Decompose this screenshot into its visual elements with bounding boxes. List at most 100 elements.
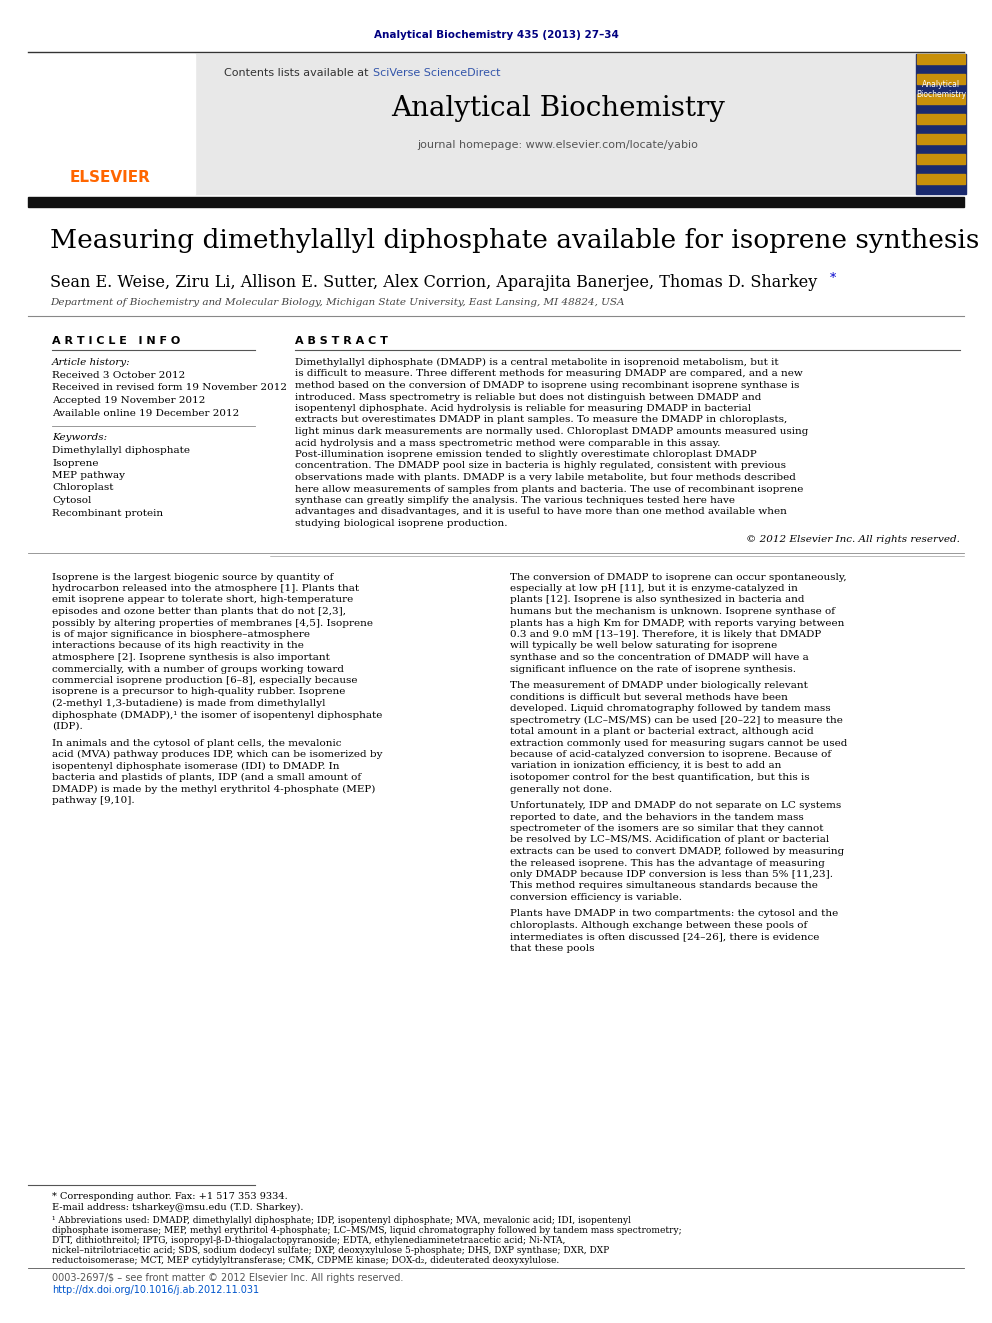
- Text: only DMADP because IDP conversion is less than 5% [11,23].: only DMADP because IDP conversion is les…: [510, 871, 833, 878]
- Text: DTT, dithiothreitol; IPTG, isopropyl-β-D-thiogalactopyranoside; EDTA, ethylenedi: DTT, dithiothreitol; IPTG, isopropyl-β-D…: [52, 1236, 565, 1245]
- Text: acid hydrolysis and a mass spectrometric method were comparable in this assay.: acid hydrolysis and a mass spectrometric…: [295, 438, 720, 447]
- Bar: [917, 54, 965, 64]
- Text: http://dx.doi.org/10.1016/j.ab.2012.11.031: http://dx.doi.org/10.1016/j.ab.2012.11.0…: [52, 1285, 259, 1295]
- Text: Analytical
Biochemistry: Analytical Biochemistry: [916, 79, 966, 99]
- Text: Analytical Biochemistry: Analytical Biochemistry: [391, 95, 725, 122]
- Text: spectrometry (LC–MS/MS) can be used [20–22] to measure the: spectrometry (LC–MS/MS) can be used [20–…: [510, 716, 843, 725]
- Text: (IDP).: (IDP).: [52, 722, 82, 732]
- Text: developed. Liquid chromatography followed by tandem mass: developed. Liquid chromatography followe…: [510, 704, 830, 713]
- Text: * Corresponding author. Fax: +1 517 353 9334.: * Corresponding author. Fax: +1 517 353 …: [52, 1192, 288, 1201]
- Text: bacteria and plastids of plants, IDP (and a small amount of: bacteria and plastids of plants, IDP (an…: [52, 773, 361, 782]
- Text: Dimethylallyl diphosphate (DMADP) is a central metabolite in isoprenoid metaboli: Dimethylallyl diphosphate (DMADP) is a c…: [295, 359, 779, 366]
- Text: Department of Biochemistry and Molecular Biology, Michigan State University, Eas: Department of Biochemistry and Molecular…: [50, 298, 625, 307]
- Text: This method requires simultaneous standards because the: This method requires simultaneous standa…: [510, 881, 817, 890]
- Text: Isoprene is the largest biogenic source by quantity of: Isoprene is the largest biogenic source …: [52, 573, 333, 582]
- Text: diphosphate (DMADP),¹ the isomer of isopentenyl diphosphate: diphosphate (DMADP),¹ the isomer of isop…: [52, 710, 382, 720]
- Text: atmosphere [2]. Isoprene synthesis is also important: atmosphere [2]. Isoprene synthesis is al…: [52, 654, 330, 662]
- Text: (2-methyl 1,3-butadiene) is made from dimethylallyl: (2-methyl 1,3-butadiene) is made from di…: [52, 699, 325, 708]
- Text: intermediates is often discussed [24–26], there is evidence: intermediates is often discussed [24–26]…: [510, 933, 819, 942]
- Text: The conversion of DMADP to isoprene can occur spontaneously,: The conversion of DMADP to isoprene can …: [510, 573, 846, 582]
- Text: Contents lists available at: Contents lists available at: [224, 67, 372, 78]
- Text: be resolved by LC–MS/MS. Acidification of plant or bacterial: be resolved by LC–MS/MS. Acidification o…: [510, 836, 829, 844]
- Text: In animals and the cytosol of plant cells, the mevalonic: In animals and the cytosol of plant cell…: [52, 738, 341, 747]
- Text: isoprene is a precursor to high-quality rubber. Isoprene: isoprene is a precursor to high-quality …: [52, 688, 345, 696]
- Text: that these pools: that these pools: [510, 945, 594, 953]
- Bar: [917, 153, 965, 164]
- Text: episodes and ozone better than plants that do not [2,3],: episodes and ozone better than plants th…: [52, 607, 346, 617]
- Text: plants has a high Km for DMADP, with reports varying between: plants has a high Km for DMADP, with rep…: [510, 618, 844, 627]
- Text: E-mail address: tsharkey@msu.edu (T.D. Sharkey).: E-mail address: tsharkey@msu.edu (T.D. S…: [52, 1203, 304, 1212]
- Text: Article history:: Article history:: [52, 359, 131, 366]
- Text: conditions is difficult but several methods have been: conditions is difficult but several meth…: [510, 692, 788, 701]
- Text: especially at low pH [11], but it is enzyme-catalyzed in: especially at low pH [11], but it is enz…: [510, 583, 798, 593]
- Text: is of major significance in biosphere–atmosphere: is of major significance in biosphere–at…: [52, 630, 310, 639]
- Text: introduced. Mass spectrometry is reliable but does not distinguish between DMADP: introduced. Mass spectrometry is reliabl…: [295, 393, 762, 401]
- Bar: [916, 54, 966, 194]
- Text: extracts can be used to convert DMADP, followed by measuring: extracts can be used to convert DMADP, f…: [510, 847, 844, 856]
- Text: total amount in a plant or bacterial extract, although acid: total amount in a plant or bacterial ext…: [510, 728, 813, 736]
- Text: Analytical Biochemistry 435 (2013) 27–34: Analytical Biochemistry 435 (2013) 27–34: [374, 30, 618, 40]
- Text: light minus dark measurements are normally used. Chloroplast DMADP amounts measu: light minus dark measurements are normal…: [295, 427, 808, 437]
- Text: A R T I C L E   I N F O: A R T I C L E I N F O: [52, 336, 181, 347]
- Text: MEP pathway: MEP pathway: [52, 471, 125, 480]
- Text: generally not done.: generally not done.: [510, 785, 612, 794]
- Text: acid (MVA) pathway produces IDP, which can be isomerized by: acid (MVA) pathway produces IDP, which c…: [52, 750, 383, 759]
- Text: 0003-2697/$ – see front matter © 2012 Elsevier Inc. All rights reserved.: 0003-2697/$ – see front matter © 2012 El…: [52, 1273, 404, 1283]
- Text: significant influence on the rate of isoprene synthesis.: significant influence on the rate of iso…: [510, 664, 796, 673]
- Text: nickel–nitrilotriacetic acid; SDS, sodium dodecyl sulfate; DXP, deoxyxylulose 5-: nickel–nitrilotriacetic acid; SDS, sodiu…: [52, 1246, 609, 1256]
- Text: Sean E. Weise, Ziru Li, Allison E. Sutter, Alex Corrion, Aparajita Banerjee, Tho: Sean E. Weise, Ziru Li, Allison E. Sutte…: [50, 274, 817, 291]
- Text: interactions because of its high reactivity in the: interactions because of its high reactiv…: [52, 642, 304, 651]
- Text: the released isoprene. This has the advantage of measuring: the released isoprene. This has the adva…: [510, 859, 825, 868]
- Text: Post-illumination isoprene emission tended to slightly overestimate chloroplast : Post-illumination isoprene emission tend…: [295, 450, 757, 459]
- Text: conversion efficiency is variable.: conversion efficiency is variable.: [510, 893, 682, 902]
- Text: Keywords:: Keywords:: [52, 433, 107, 442]
- Text: spectrometer of the isomers are so similar that they cannot: spectrometer of the isomers are so simil…: [510, 824, 823, 833]
- Bar: [28, 54, 195, 194]
- Text: extraction commonly used for measuring sugars cannot be used: extraction commonly used for measuring s…: [510, 738, 847, 747]
- Text: Recombinant protein: Recombinant protein: [52, 508, 163, 517]
- Text: Plants have DMADP in two compartments: the cytosol and the: Plants have DMADP in two compartments: t…: [510, 909, 838, 918]
- Text: Measuring dimethylallyl diphosphate available for isoprene synthesis: Measuring dimethylallyl diphosphate avai…: [50, 228, 979, 253]
- Bar: [917, 94, 965, 105]
- Text: chloroplasts. Although exchange between these pools of: chloroplasts. Although exchange between …: [510, 921, 807, 930]
- Text: Chloroplast: Chloroplast: [52, 483, 113, 492]
- Text: pathway [9,10].: pathway [9,10].: [52, 796, 135, 804]
- Text: observations made with plants. DMADP is a very labile metabolite, but four metho: observations made with plants. DMADP is …: [295, 474, 796, 482]
- Text: reported to date, and the behaviors in the tandem mass: reported to date, and the behaviors in t…: [510, 812, 804, 822]
- Text: Cytosol: Cytosol: [52, 496, 91, 505]
- Text: extracts but overestimates DMADP in plant samples. To measure the DMADP in chlor: extracts but overestimates DMADP in plan…: [295, 415, 788, 425]
- Text: ¹ Abbreviations used: DMADP, dimethylallyl diphosphate; IDP, isopentenyl diphosp: ¹ Abbreviations used: DMADP, dimethylall…: [52, 1216, 631, 1225]
- Text: plants [12]. Isoprene is also synthesized in bacteria and: plants [12]. Isoprene is also synthesize…: [510, 595, 805, 605]
- Text: here allow measurements of samples from plants and bacteria. The use of recombin: here allow measurements of samples from …: [295, 484, 804, 493]
- Text: DMADP) is made by the methyl erythritol 4-phosphate (MEP): DMADP) is made by the methyl erythritol …: [52, 785, 375, 794]
- Text: A B S T R A C T: A B S T R A C T: [295, 336, 388, 347]
- Text: journal homepage: www.elsevier.com/locate/yabio: journal homepage: www.elsevier.com/locat…: [418, 140, 698, 149]
- Text: is difficult to measure. Three different methods for measuring DMADP are compare: is difficult to measure. Three different…: [295, 369, 803, 378]
- Text: variation in ionization efficiency, it is best to add an: variation in ionization efficiency, it i…: [510, 762, 782, 770]
- Bar: [917, 134, 965, 144]
- Text: method based on the conversion of DMADP to isoprene using recombinant isoprene s: method based on the conversion of DMADP …: [295, 381, 800, 390]
- Text: emit isoprene appear to tolerate short, high-temperature: emit isoprene appear to tolerate short, …: [52, 595, 353, 605]
- Text: © 2012 Elsevier Inc. All rights reserved.: © 2012 Elsevier Inc. All rights reserved…: [746, 534, 960, 544]
- Text: reductoisomerase; MCT, MEP cytidylyltransferase; CMK, CDPME kinase; DOX-d₂, dide: reductoisomerase; MCT, MEP cytidylyltran…: [52, 1256, 559, 1265]
- Text: hydrocarbon released into the atmosphere [1]. Plants that: hydrocarbon released into the atmosphere…: [52, 583, 359, 593]
- Text: Accepted 19 November 2012: Accepted 19 November 2012: [52, 396, 205, 405]
- Text: commercial isoprene production [6–8], especially because: commercial isoprene production [6–8], es…: [52, 676, 357, 685]
- Text: will typically be well below saturating for isoprene: will typically be well below saturating …: [510, 642, 778, 651]
- Text: possibly by altering properties of membranes [4,5]. Isoprene: possibly by altering properties of membr…: [52, 618, 373, 627]
- Text: advantages and disadvantages, and it is useful to have more than one method avai: advantages and disadvantages, and it is …: [295, 508, 787, 516]
- Bar: [917, 175, 965, 184]
- Text: SciVerse ScienceDirect: SciVerse ScienceDirect: [373, 67, 501, 78]
- Bar: [917, 114, 965, 124]
- Bar: [195, 54, 915, 194]
- Text: isopentenyl diphosphate. Acid hydrolysis is reliable for measuring DMADP in bact: isopentenyl diphosphate. Acid hydrolysis…: [295, 404, 751, 413]
- Text: isotopomer control for the best quantification, but this is: isotopomer control for the best quantifi…: [510, 773, 809, 782]
- Text: synthase can greatly simplify the analysis. The various techniques tested here h: synthase can greatly simplify the analys…: [295, 496, 735, 505]
- Text: Received 3 October 2012: Received 3 October 2012: [52, 370, 186, 380]
- Text: Available online 19 December 2012: Available online 19 December 2012: [52, 409, 239, 418]
- Text: diphosphate isomerase; MEP, methyl erythritol 4-phosphate; LC–MS/MS, liquid chro: diphosphate isomerase; MEP, methyl eryth…: [52, 1226, 682, 1234]
- Text: 0.3 and 9.0 mM [13–19]. Therefore, it is likely that DMADP: 0.3 and 9.0 mM [13–19]. Therefore, it is…: [510, 630, 821, 639]
- Text: *: *: [830, 273, 836, 284]
- Text: humans but the mechanism is unknown. Isoprene synthase of: humans but the mechanism is unknown. Iso…: [510, 607, 835, 617]
- Text: because of acid-catalyzed conversion to isoprene. Because of: because of acid-catalyzed conversion to …: [510, 750, 831, 759]
